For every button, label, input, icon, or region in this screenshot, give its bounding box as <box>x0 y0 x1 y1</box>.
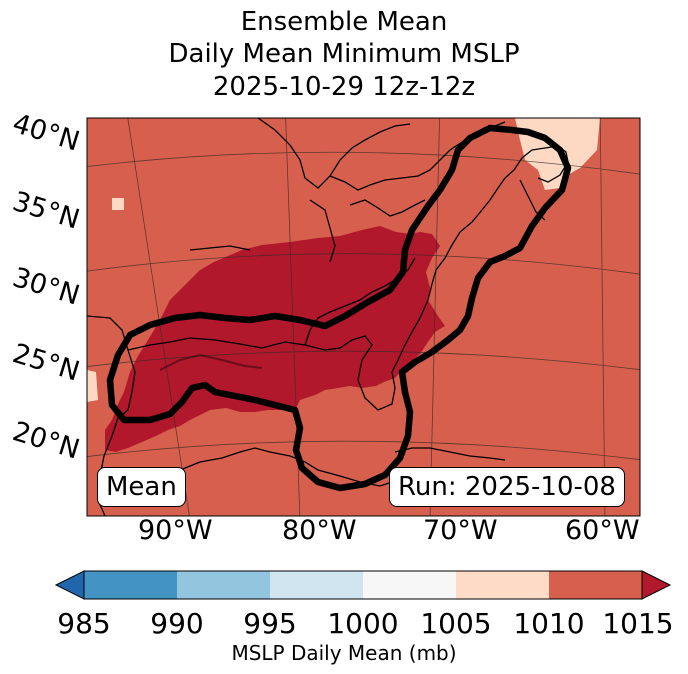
pressure-contour <box>106 124 572 492</box>
colorbar-tick-1010: 1010 <box>513 607 585 640</box>
mean-tag: Mean <box>97 467 186 507</box>
map-border <box>86 117 641 517</box>
title-line-1: Ensemble Mean <box>240 7 448 37</box>
colorbar-tick-1005: 1005 <box>420 607 492 640</box>
colorbar-tick-990: 990 <box>150 607 204 640</box>
title-line-3: 2025-10-29 12z-12z <box>212 72 476 102</box>
run-date-tag: Run: 2025-10-08 <box>389 467 625 507</box>
colorbar-seg-1010-1015 <box>549 571 642 599</box>
map-panel <box>87 118 640 516</box>
colorbar-label: MSLP Daily Mean (mb) <box>231 641 457 665</box>
colorbar-extend-high <box>641 570 672 600</box>
colorbar-tick-1015: 1015 <box>602 607 674 640</box>
colorbar-tick-1000: 1000 <box>327 607 399 640</box>
lon-label-90w: 90°W <box>138 515 213 546</box>
colorbar-seg-1005-1010 <box>456 571 549 599</box>
pressure-field-1005-1010-w <box>87 370 98 402</box>
colorbar-seg-995-1000 <box>270 571 363 599</box>
pressure-contour-inner <box>159 353 263 371</box>
colorbar-seg-1000-1005 <box>363 571 456 599</box>
title-line-2: Daily Mean Minimum MSLP <box>168 39 520 69</box>
colorbar-tick-985: 985 <box>57 607 111 640</box>
pressure-field-1005-1010-small <box>112 198 124 210</box>
colorbar-seg-990-995 <box>177 571 270 599</box>
colorbar-seg-985-990 <box>84 571 177 599</box>
colorbar <box>54 570 672 600</box>
lon-label-60w: 60°W <box>565 515 640 546</box>
lon-label-80w: 80°W <box>282 515 357 546</box>
colorbar-tick-995: 995 <box>243 607 297 640</box>
colorbar-extend-low <box>54 570 85 600</box>
lon-label-70w: 70°W <box>423 515 498 546</box>
colorbar-frame <box>83 570 643 600</box>
